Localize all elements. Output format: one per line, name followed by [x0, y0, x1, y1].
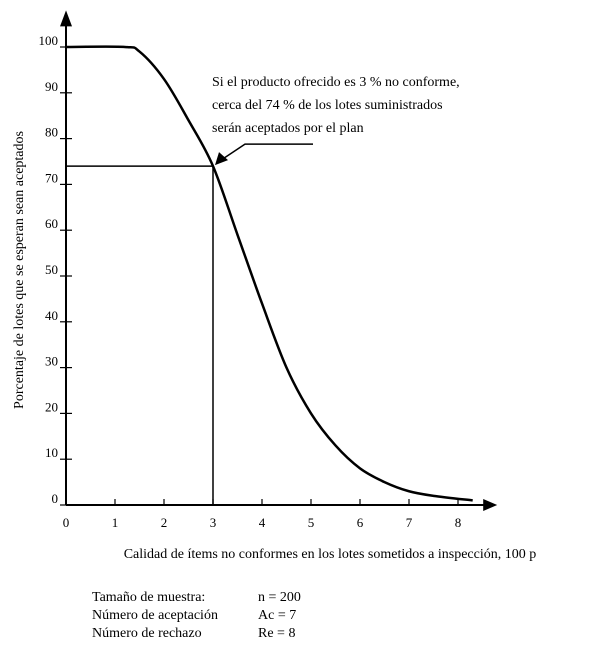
y-tick-label: 20: [45, 399, 58, 414]
y-tick-label: 80: [45, 125, 58, 140]
annotation-pointer: [220, 143, 313, 161]
y-tick-label: 0: [52, 491, 59, 506]
annotation: Si el producto ofrecido es 3 % no confor…: [212, 75, 460, 90]
x-tick-label: 8: [455, 515, 462, 530]
x-tick-label: 6: [357, 515, 364, 530]
y-axis-label: Porcentaje de lotes que se esperan sean …: [12, 131, 27, 409]
x-tick-label: 4: [259, 515, 266, 530]
x-axis-label: Calidad de ítems no conformes en los lot…: [124, 547, 537, 562]
plan-value: Ac = 7: [258, 608, 296, 623]
y-tick-label: 70: [45, 170, 58, 185]
y-tick-label: 100: [39, 33, 59, 48]
y-tick-label: 40: [45, 308, 58, 323]
y-tick-label: 30: [45, 354, 58, 369]
annotation-arrowhead: [215, 152, 228, 166]
plan-label: Número de aceptación: [92, 608, 218, 623]
y-tick-label: 50: [45, 262, 58, 277]
x-tick-label: 7: [406, 515, 413, 530]
plan-value: n = 200: [258, 590, 301, 605]
x-tick-label: 3: [210, 515, 217, 530]
y-tick-label: 60: [45, 216, 58, 231]
oc-curve: [65, 45, 473, 502]
x-tick-label: 2: [161, 515, 168, 530]
y-tick-label: 10: [45, 445, 58, 460]
annotation: cerca del 74 % de los lotes suministrado…: [212, 98, 443, 113]
y-axis-arrow: [60, 10, 72, 27]
annotation: serán aceptados por el plan: [212, 121, 364, 136]
plan-value: Re = 8: [258, 626, 295, 641]
plan-label: Tamaño de muestra:: [92, 590, 205, 605]
x-tick-label: 1: [112, 515, 119, 530]
x-axis-arrow: [483, 499, 498, 511]
y-tick-label: 90: [45, 79, 58, 94]
plan-label: Número de rechazo: [92, 626, 202, 641]
x-tick-label: 5: [308, 515, 315, 530]
x-tick-label: 0: [63, 515, 70, 530]
